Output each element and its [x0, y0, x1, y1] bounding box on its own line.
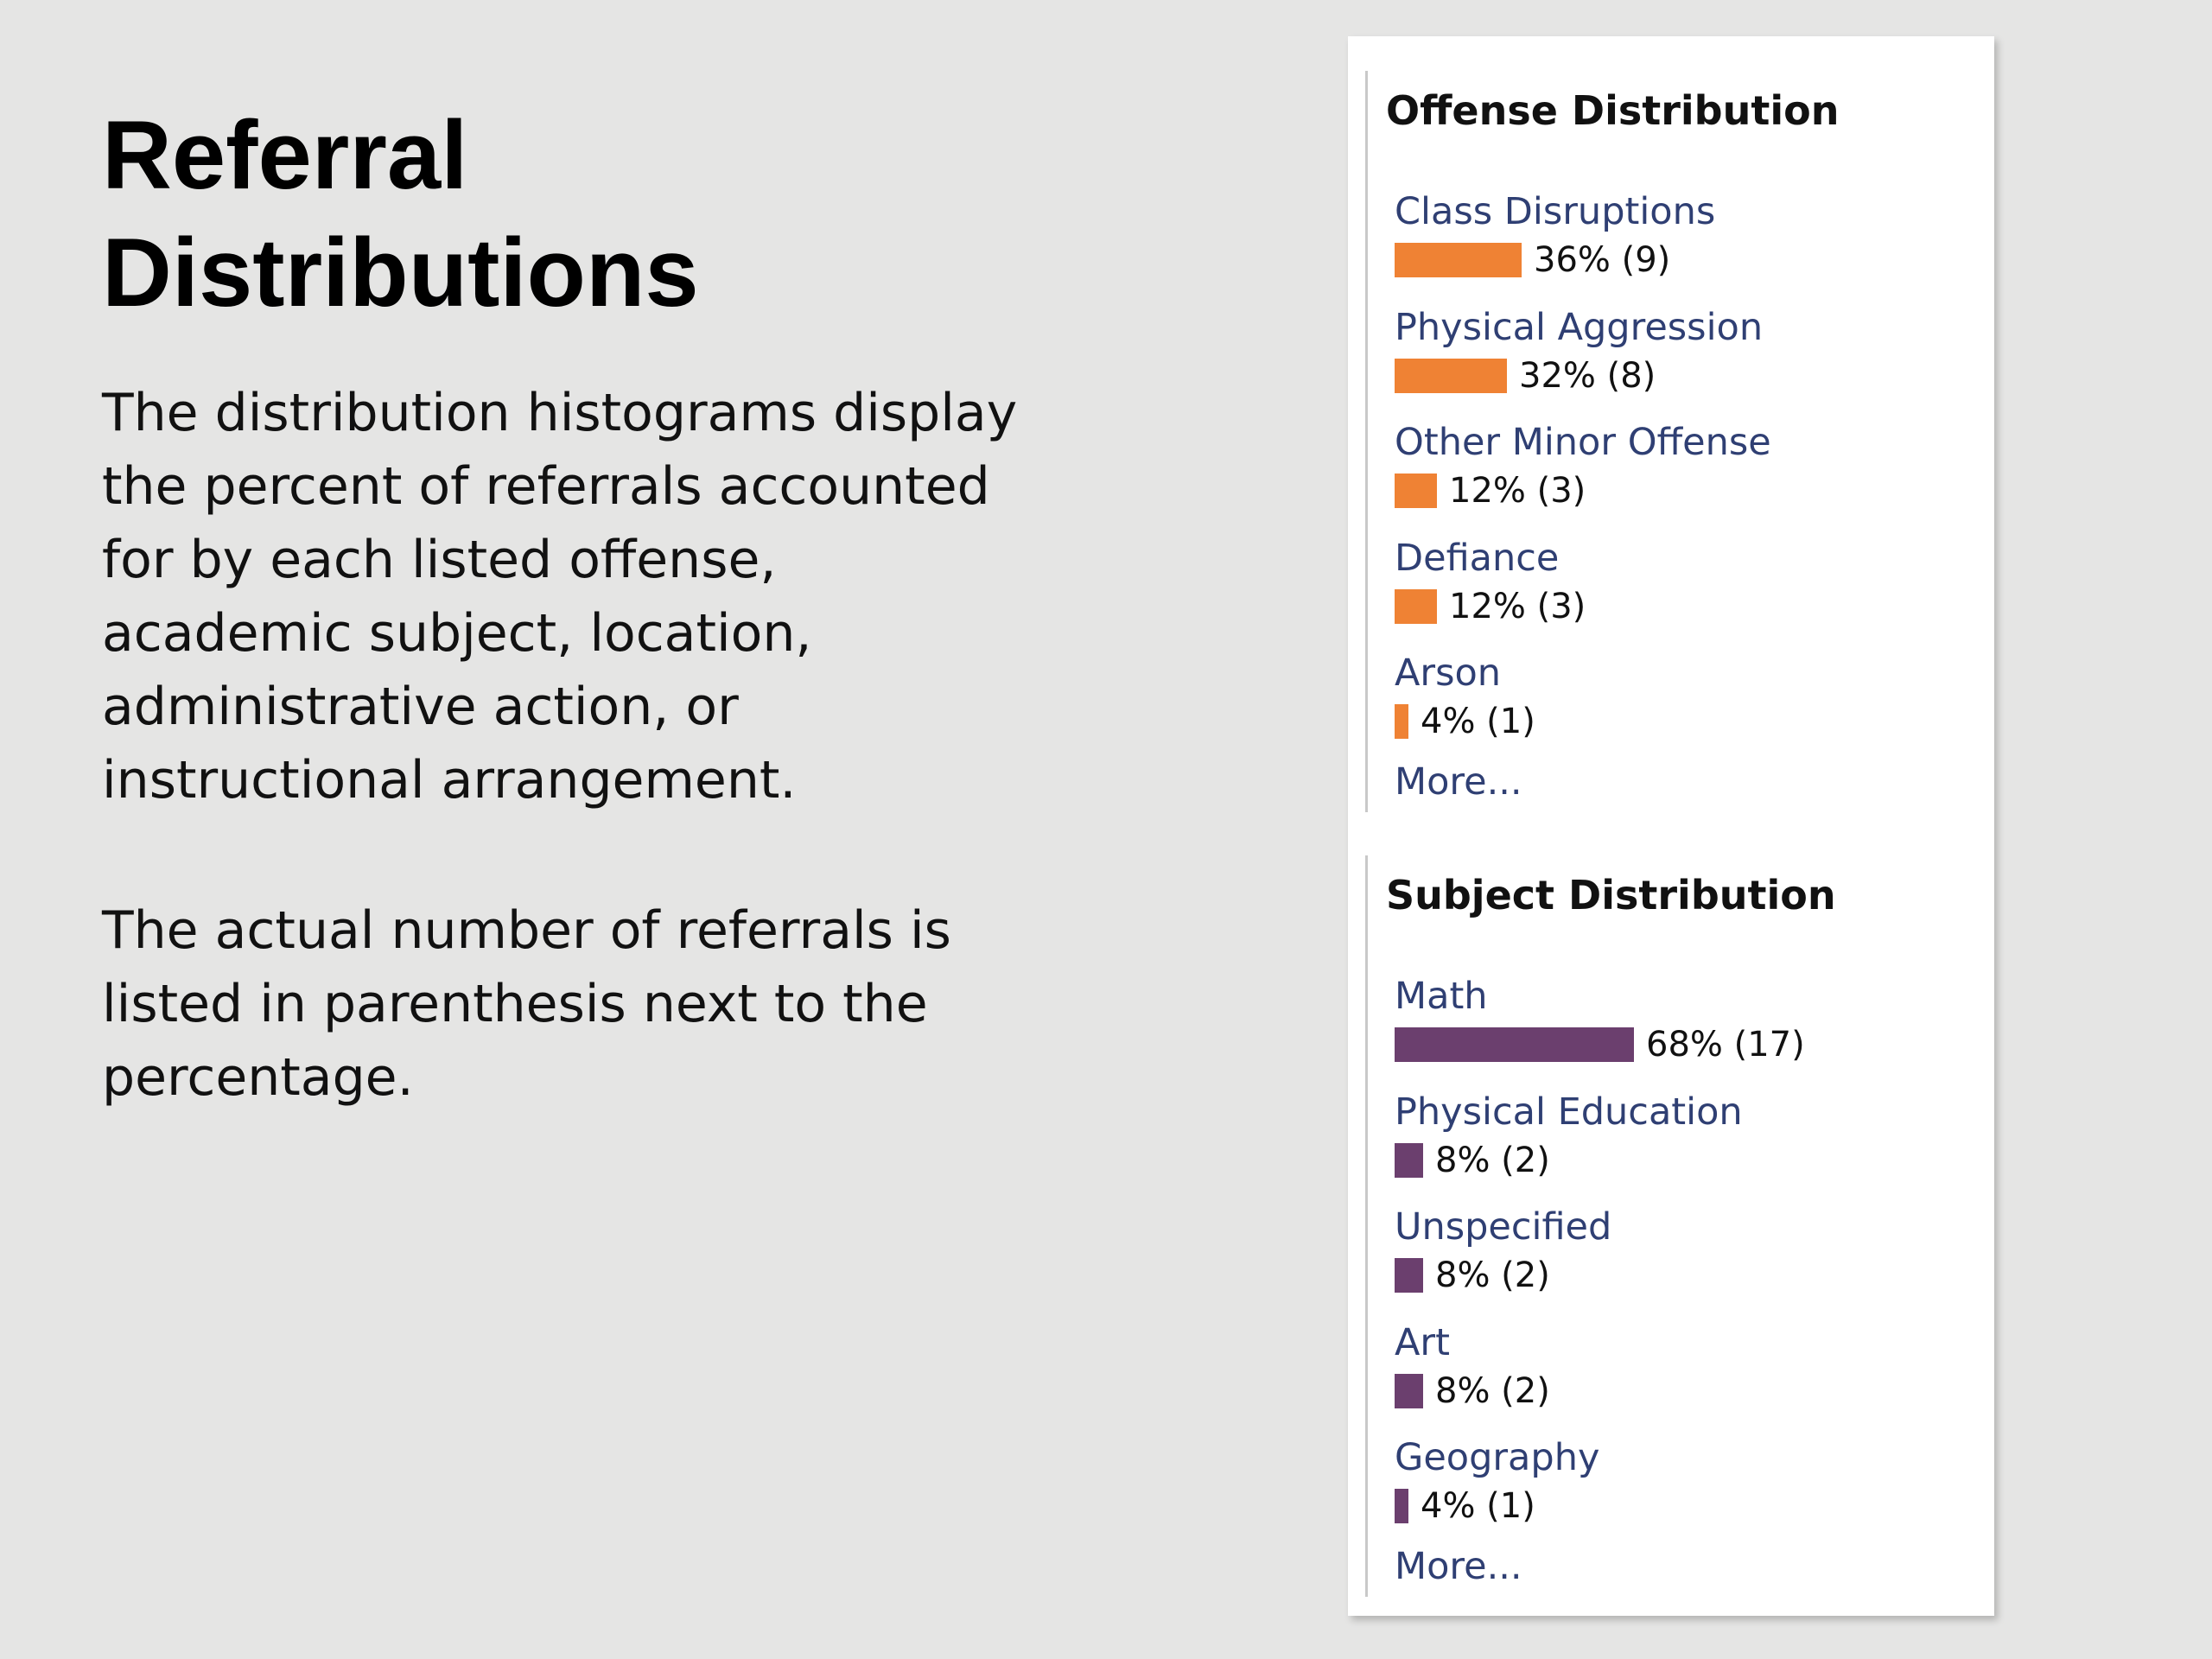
subject-item: Art 8% (2) [1395, 1319, 1965, 1434]
subject-item: Math 68% (17) [1395, 972, 1965, 1088]
subject-item-label[interactable]: Physical Education [1395, 1090, 1743, 1134]
subject-item-label[interactable]: Math [1395, 975, 1488, 1018]
subject-item-label[interactable]: Geography [1395, 1436, 1600, 1479]
subject-item-bar [1395, 1258, 1423, 1293]
subject-item-value: 68% (17) [1646, 1025, 1805, 1065]
subject-distribution-section: Subject Distribution Math 68% (17) Physi… [1365, 855, 1973, 1597]
slide-title-line-1: Referral [102, 101, 468, 209]
subject-item: Geography 4% (1) [1395, 1433, 1965, 1549]
offense-item-value: 32% (8) [1519, 355, 1656, 396]
offense-item: Defiance 12% (3) [1395, 534, 1965, 650]
offense-item-bar [1395, 358, 1507, 393]
subject-item-label[interactable]: Unspecified [1395, 1205, 1612, 1249]
subject-item: Unspecified 8% (2) [1395, 1203, 1965, 1319]
offense-item-label[interactable]: Arson [1395, 652, 1502, 695]
subject-more-link[interactable]: More... [1395, 1544, 1522, 1588]
offense-item-bar [1395, 243, 1522, 277]
offense-item-label[interactable]: Other Minor Offense [1395, 421, 1771, 464]
offense-item: Arson 4% (1) [1395, 649, 1965, 765]
offense-item-bar [1395, 704, 1408, 739]
subject-item-label[interactable]: Art [1395, 1320, 1450, 1364]
offense-item-label[interactable]: Class Disruptions [1395, 190, 1716, 233]
subject-item-bar [1395, 1142, 1423, 1178]
slide-title-line-2: Distributions [102, 219, 699, 327]
offense-item: Other Minor Offense 12% (3) [1395, 418, 1965, 534]
offense-item-bar [1395, 474, 1437, 508]
subject-item-value: 8% (2) [1435, 1255, 1550, 1295]
subject-item-value: 8% (2) [1435, 1370, 1550, 1411]
subject-item: Physical Education 8% (2) [1395, 1088, 1965, 1204]
offense-item-value: 36% (9) [1534, 240, 1671, 280]
offense-item-label[interactable]: Defiance [1395, 536, 1560, 580]
distribution-panel: Offense Distribution Class Disruptions 3… [1348, 36, 1994, 1616]
offense-item-value: 12% (3) [1449, 586, 1586, 626]
subject-item-value: 4% (1) [1421, 1486, 1535, 1526]
subject-item-bar [1395, 1489, 1408, 1523]
note-paragraph: The actual number of referrals is listed… [102, 900, 951, 1108]
offense-more-link[interactable]: More... [1395, 760, 1522, 804]
subject-item-value: 8% (2) [1435, 1140, 1550, 1180]
offense-item-label[interactable]: Physical Aggression [1395, 305, 1764, 349]
subject-item-bar [1395, 1373, 1423, 1408]
slide-title: Referral Distributions [102, 97, 699, 332]
offense-item: Physical Aggression 32% (8) [1395, 303, 1965, 419]
subject-distribution-heading: Subject Distribution [1386, 872, 1836, 918]
offense-item-value: 12% (3) [1449, 471, 1586, 511]
description-paragraph: The distribution histograms display the … [102, 383, 1018, 810]
offense-item: Class Disruptions 36% (9) [1395, 188, 1965, 303]
offense-distribution-heading: Offense Distribution [1386, 87, 1840, 134]
offense-item-value: 4% (1) [1421, 702, 1535, 741]
offense-item-bar [1395, 588, 1437, 624]
offense-distribution-section: Offense Distribution Class Disruptions 3… [1365, 71, 1973, 812]
subject-item-bar [1395, 1027, 1634, 1062]
